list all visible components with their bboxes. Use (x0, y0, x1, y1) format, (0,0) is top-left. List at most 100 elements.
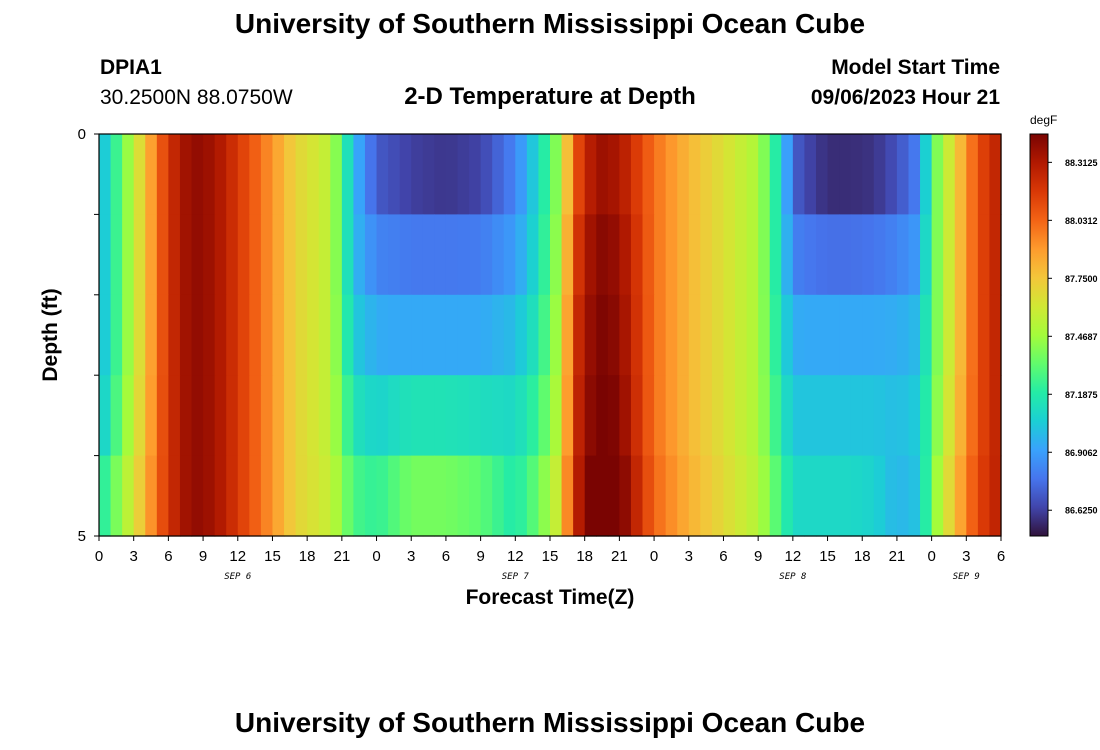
heatmap-cell (677, 214, 690, 296)
heatmap-cell (700, 375, 713, 457)
heatmap-cell (445, 214, 459, 296)
heatmap-cell (341, 134, 355, 215)
heatmap-cell (665, 134, 678, 215)
heatmap-cell (480, 294, 493, 376)
heatmap-cell (341, 214, 355, 296)
heatmap-cell (156, 294, 169, 376)
heatmap-cell (723, 134, 736, 215)
heatmap-cell (711, 375, 725, 457)
heatmap-cell (388, 294, 401, 376)
heatmap-cell (654, 455, 667, 537)
heatmap-cell (550, 134, 563, 215)
heatmap-cell (931, 375, 944, 457)
heatmap-cell (619, 375, 632, 457)
heatmap-cell (688, 375, 701, 457)
heatmap-cell (954, 375, 967, 457)
heatmap-cell (110, 294, 123, 376)
heatmap-cell (399, 455, 412, 537)
heatmap-cell (920, 455, 933, 537)
heatmap-cell (920, 214, 933, 296)
heatmap-cell (711, 455, 725, 537)
heatmap-cell (943, 134, 956, 215)
heatmap-cell (804, 455, 817, 537)
colorbar-gradient (1029, 133, 1049, 537)
heatmap-cell (399, 134, 412, 215)
heatmap-cell (839, 134, 852, 215)
colorbar-tick-label: 88.3125 (1065, 158, 1098, 168)
heatmap-cell (110, 455, 123, 537)
heatmap-cell (584, 294, 597, 376)
heatmap-cell (850, 375, 863, 457)
heatmap-cell (249, 375, 262, 457)
heatmap-cell (630, 455, 644, 537)
heatmap-cell (943, 455, 956, 537)
heatmap-cell (758, 455, 771, 537)
heatmap-cell (596, 375, 609, 457)
heatmap-cell (480, 214, 493, 296)
heatmap-cell (561, 455, 574, 537)
heatmap-cell (584, 455, 597, 537)
heatmap-cell (665, 214, 678, 296)
x-tick-label: 9 (199, 548, 207, 565)
heatmap-cell (457, 214, 470, 296)
heatmap-cell (619, 294, 632, 376)
heatmap-cell (156, 214, 169, 296)
heatmap-cell (896, 214, 910, 296)
heatmap-cell (122, 375, 135, 457)
heatmap-cell (260, 294, 274, 376)
heatmap-cell (191, 214, 204, 296)
heatmap-cell (561, 214, 574, 296)
x-tick-label: 15 (264, 548, 281, 565)
heatmap-cell (619, 214, 632, 296)
heatmap-cell (815, 375, 829, 457)
heatmap-cell (457, 134, 470, 215)
heatmap-cell (827, 294, 840, 376)
heatmap-cell (203, 214, 216, 296)
heatmap-cell (249, 455, 262, 537)
heatmap-cell (353, 294, 366, 376)
heatmap-cell (307, 294, 320, 376)
heatmap-cell (341, 375, 355, 457)
heatmap-cell (179, 455, 193, 537)
heatmap-cell (561, 134, 574, 215)
x-tick-label: 18 (576, 548, 593, 565)
heatmap-cell (677, 134, 690, 215)
heatmap-cell (526, 134, 540, 215)
heatmap-cell (260, 134, 274, 215)
colorbar: degF 88.3125 88.0312 87.7500 87.4687 87.1875… (1029, 113, 1098, 537)
heatmap-cell (226, 455, 239, 537)
heatmap-cell (665, 455, 678, 537)
heatmap-cell (353, 214, 366, 296)
heatmap-cell (272, 214, 285, 296)
heatmap-cell (596, 455, 609, 537)
heatmap-cell (133, 134, 146, 215)
heatmap-cell (977, 294, 991, 376)
heatmap-cells (99, 134, 1002, 537)
heatmap-cell (908, 214, 921, 296)
heatmap-cell (179, 214, 193, 296)
colorbar-tick-label: 86.6250 (1065, 506, 1098, 516)
x-tick-label: 12 (507, 548, 524, 565)
heatmap-cell (839, 455, 852, 537)
heatmap-cell (376, 455, 389, 537)
heatmap-cell (550, 294, 563, 376)
heatmap-cell (735, 455, 748, 537)
heatmap-cell (492, 294, 505, 376)
heatmap-cell (226, 134, 239, 215)
heatmap-cell (445, 294, 459, 376)
heatmap-cell (99, 375, 112, 457)
heatmap-cell (272, 375, 285, 457)
heatmap-cell (145, 134, 158, 215)
heatmap-cell (364, 375, 378, 457)
heatmap-cell (735, 294, 748, 376)
heatmap-cell (758, 214, 771, 296)
x-tick-label: 6 (442, 548, 450, 565)
heatmap-cell (596, 294, 609, 376)
y-axis-label: Depth (ft) (39, 288, 62, 381)
heatmap-cell (515, 375, 528, 457)
heatmap-cell (735, 134, 748, 215)
heatmap-cell (364, 294, 378, 376)
heatmap-cell (284, 375, 297, 457)
heatmap-cell (133, 455, 146, 537)
